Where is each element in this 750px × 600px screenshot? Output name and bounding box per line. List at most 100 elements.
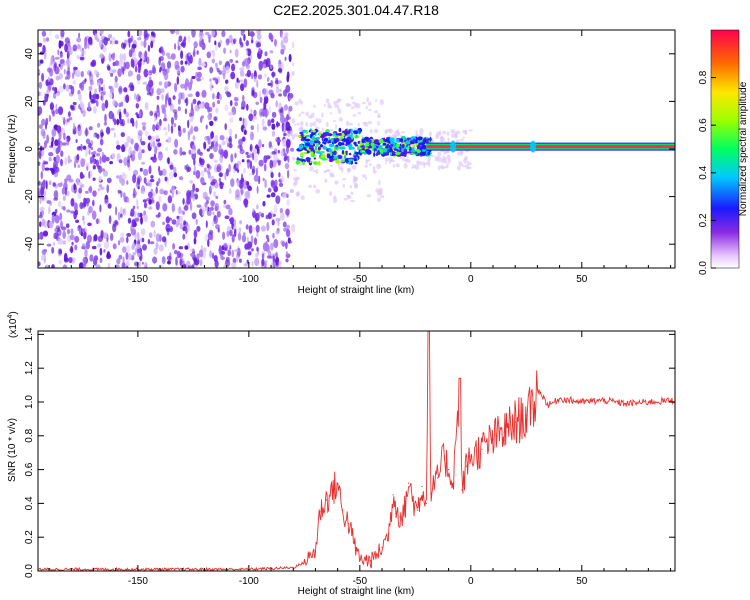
spectrogram-noise-blob — [71, 241, 74, 246]
spectrogram-noise-blob — [242, 180, 248, 190]
spectrogram-noise-blob — [204, 31, 210, 36]
spectrogram-noise-blob — [82, 109, 86, 118]
spectrogram-y-tick-label: 20 — [24, 95, 35, 107]
spectrogram-noise-blob — [59, 59, 65, 64]
spectrogram-noise-blob — [178, 246, 184, 250]
spectrogram-signal-blob — [387, 152, 390, 156]
spectrogram-haze-blob — [440, 164, 444, 169]
spectrogram-noise-blob — [206, 200, 209, 204]
spectrogram-haze-blob — [364, 164, 369, 168]
spectrogram-noise-blob — [44, 196, 47, 202]
snr-y-tick-label: 1.2 — [24, 361, 35, 375]
spectrogram-noise-blob — [62, 117, 66, 126]
spectrogram-noise-blob — [97, 243, 102, 248]
spectrogram-noise-blob — [271, 261, 276, 268]
snr-data-point — [456, 418, 459, 420]
spectrogram-noise-blob — [149, 110, 154, 117]
spectrogram-noise-blob — [252, 151, 255, 161]
spectrogram-noise-blob — [225, 38, 230, 46]
spectrogram-noise-blob — [155, 242, 159, 250]
spectrogram-noise-blob — [196, 204, 202, 208]
spectrogram-noise-blob — [92, 235, 96, 242]
spectrogram-noise-blob — [234, 48, 239, 58]
spectrogram-noise-blob — [218, 70, 222, 75]
spectrogram-x-tick-label: -150 — [128, 274, 148, 285]
spectrogram-haze-blob — [466, 160, 469, 166]
spectrogram-noise-blob — [249, 30, 255, 37]
spectrogram-signal-blob — [361, 150, 366, 153]
spectrogram-haze-blob — [343, 197, 348, 201]
spectrogram-noise-blob — [99, 53, 104, 59]
spectrogram-noise-blob — [126, 232, 132, 237]
spectrogram-signal-blob — [301, 133, 304, 138]
spectrogram-signal-blob — [295, 160, 300, 165]
spectrogram-noise-blob — [61, 226, 67, 231]
spectrogram-haze-blob — [361, 101, 367, 105]
spectrogram-noise-blob — [128, 70, 133, 77]
spectrogram-noise-blob — [140, 228, 146, 236]
spectrogram-noise-blob — [39, 59, 44, 64]
spectrogram-noise-blob — [252, 91, 258, 99]
spectrogram-signal-blob — [301, 159, 306, 163]
spectrogram-noise-blob — [176, 76, 179, 85]
spectrogram-noise-blob — [243, 129, 247, 135]
spectrogram-noise-blob — [137, 30, 143, 37]
snr-data-point — [481, 448, 483, 450]
spectrogram-noise-blob — [38, 142, 41, 146]
spectrogram-noise-blob — [112, 61, 117, 67]
spectrogram-noise-blob — [164, 81, 168, 86]
spectrogram-noise-blob — [42, 179, 46, 185]
spectrogram-noise-blob — [239, 220, 243, 225]
spectrogram-haze-blob — [442, 130, 447, 135]
spectrogram-noise-blob — [156, 95, 160, 100]
spectrogram-noise-blob — [284, 37, 288, 44]
spectrogram-haze-blob — [462, 136, 465, 139]
spectrogram-haze-blob — [458, 161, 463, 165]
spectrogram-noise-blob — [85, 138, 91, 145]
spectrogram-signal-blob — [314, 145, 317, 151]
spectrogram-noise-blob — [116, 118, 120, 126]
spectrogram-haze-blob — [350, 106, 355, 110]
spectrogram-noise-blob — [123, 87, 128, 93]
snr-y-tick-label: 0.8 — [24, 428, 35, 442]
spectrogram-noise-blob — [126, 244, 131, 254]
spectrogram-signal-blob — [387, 145, 393, 149]
spectrogram-haze-blob — [313, 184, 317, 189]
spectrogram-signal-blob — [305, 134, 311, 138]
spectrogram-noise-blob — [126, 236, 129, 244]
spectrogram-signal-blob — [395, 138, 400, 143]
spectrogram-noise-blob — [78, 32, 81, 39]
spectrogram-signal-blob — [335, 159, 339, 164]
spectrogram-noise-blob — [261, 118, 265, 127]
spectrogram-noise-blob — [214, 62, 218, 66]
spectrogram-haze-blob — [444, 165, 449, 169]
spectrogram-noise-blob — [200, 76, 205, 81]
spectrogram-noise-blob — [63, 132, 66, 140]
spectrogram-noise-blob — [120, 132, 126, 138]
spectrogram-noise-blob — [245, 224, 249, 230]
spectrogram-noise-blob — [101, 168, 105, 172]
spectrogram-noise-blob — [206, 135, 210, 140]
spectrogram-noise-blob — [137, 130, 143, 136]
spectrogram-noise-blob — [229, 229, 233, 237]
snr-frame — [37, 330, 676, 572]
spectrogram-noise-blob — [53, 190, 59, 200]
spectrogram-signal-blob — [328, 137, 331, 139]
spectrogram-noise-blob — [165, 216, 170, 224]
spectrogram-noise-blob — [209, 152, 214, 160]
spectrogram-noise-blob — [288, 53, 292, 63]
spectrogram-haze-blob — [354, 183, 359, 189]
spectrogram-noise-blob — [129, 87, 134, 92]
spectrogram-noise-blob — [57, 144, 61, 153]
spectrogram-noise-blob — [196, 71, 202, 79]
spectrogram-noise-blob — [253, 109, 257, 117]
spectrogram-noise-blob — [48, 206, 51, 215]
spectrogram-haze-blob — [428, 161, 431, 168]
spectrogram-haze-blob — [337, 162, 341, 167]
spectrogram-signal-blob — [320, 150, 325, 154]
spectrogram-noise-blob — [94, 69, 98, 75]
spectrogram-noise-blob — [58, 85, 64, 93]
spectrogram-signal-blob — [296, 157, 300, 161]
spectrogram-noise-blob — [70, 228, 74, 235]
spectrogram-x-tick-label: 50 — [576, 274, 588, 285]
